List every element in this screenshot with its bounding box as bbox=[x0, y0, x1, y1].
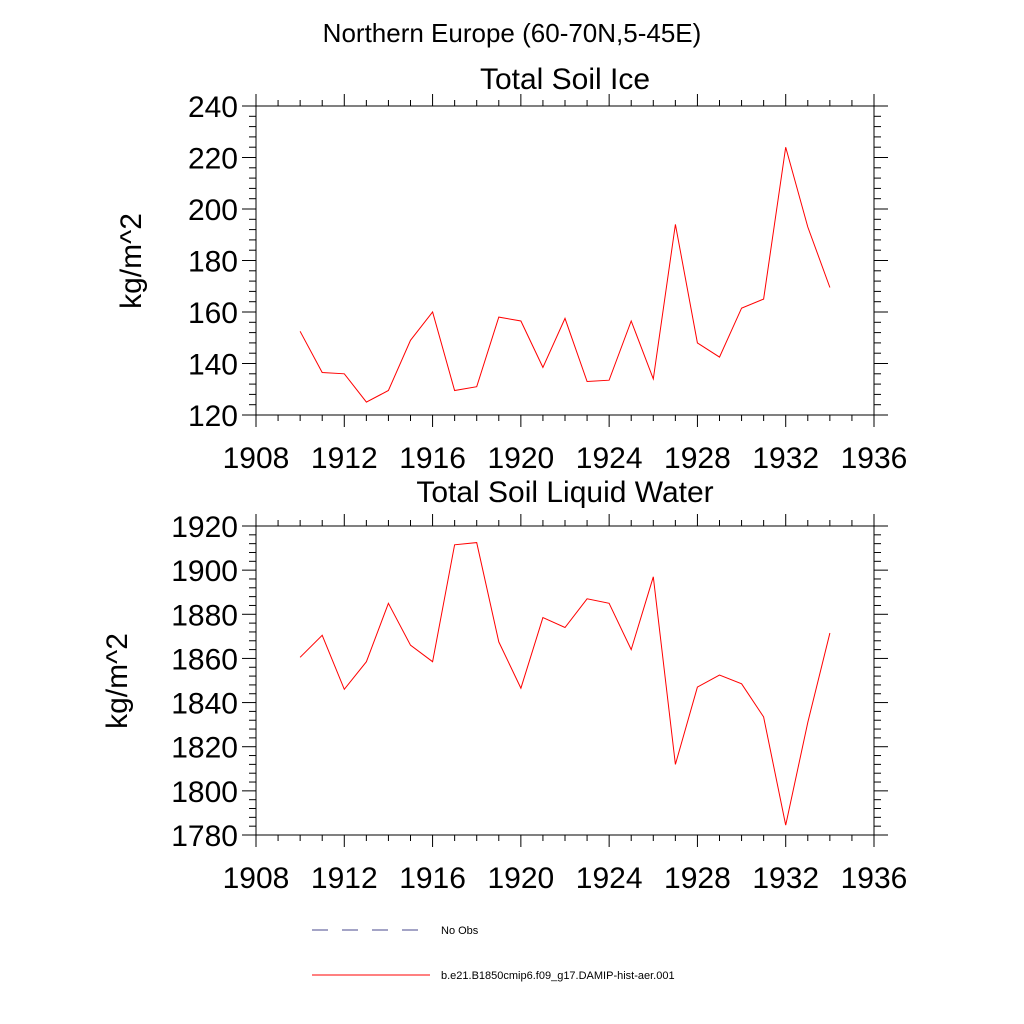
x-tick-label: 1924 bbox=[576, 442, 643, 475]
y-tick-label: 1920 bbox=[171, 511, 238, 544]
legend-label-model: b.e21.B1850cmip6.f09_g17.DAMIP-hist-aer.… bbox=[441, 970, 675, 982]
figure-title: Northern Europe (60-70N,5-45E) bbox=[323, 18, 702, 48]
x-tick-label: 1928 bbox=[664, 862, 731, 895]
y-tick-label: 1820 bbox=[171, 732, 238, 765]
y-tick-label: 1780 bbox=[171, 820, 238, 853]
x-tick-label: 1936 bbox=[841, 862, 908, 895]
x-tick-label: 1920 bbox=[487, 862, 554, 895]
y-tick-label: 1800 bbox=[171, 776, 238, 809]
x-tick-label: 1908 bbox=[223, 442, 290, 475]
y-tick-label: 160 bbox=[188, 297, 238, 330]
x-tick-label: 1936 bbox=[841, 442, 908, 475]
x-tick-label: 1932 bbox=[752, 442, 819, 475]
plot-area: 1908 1912 1916 1920 1924 1928 1932 1936 120 140 16… bbox=[188, 91, 907, 475]
x-tick-label: 1920 bbox=[487, 442, 554, 475]
x-tick-label: 1928 bbox=[664, 442, 731, 475]
y-tick-label: 1860 bbox=[171, 643, 238, 676]
x-tick-label: 1912 bbox=[311, 442, 378, 475]
legend-label-no-obs: No Obs bbox=[441, 925, 479, 937]
plot-frame bbox=[255, 105, 875, 416]
y-tick-label: 240 bbox=[188, 91, 238, 124]
x-tick-label: 1916 bbox=[399, 862, 466, 895]
series-line bbox=[299, 147, 831, 403]
series-line bbox=[299, 542, 831, 826]
legend: No Obs b.e21.B1850cmip6.f09_g17.DAMIP-hi… bbox=[312, 925, 675, 982]
y-tick-label: 1880 bbox=[171, 599, 238, 632]
chart-panel-soil-ice: Total Soil Ice kg/m^2 1908 1912 1916 1920 19… bbox=[115, 63, 907, 475]
y-tick-label: 220 bbox=[188, 143, 238, 176]
y-axis-label: kg/m^2 bbox=[101, 633, 134, 729]
x-tick-label: 1916 bbox=[399, 442, 466, 475]
y-axis-label: kg/m^2 bbox=[115, 213, 148, 309]
y-tick-label: 140 bbox=[188, 349, 238, 382]
chart-panel-soil-liquid-water: Total Soil Liquid Water kg/m^2 1908 1912 1… bbox=[101, 476, 907, 895]
plot-frame bbox=[255, 525, 875, 836]
x-tick-label: 1912 bbox=[311, 862, 378, 895]
chart-title: Total Soil Liquid Water bbox=[416, 476, 713, 509]
x-tick-label: 1932 bbox=[752, 862, 819, 895]
y-tick-label: 200 bbox=[188, 194, 238, 227]
y-tick-label: 180 bbox=[188, 246, 238, 279]
y-tick-label: 1840 bbox=[171, 688, 238, 721]
y-tick-label: 120 bbox=[188, 400, 238, 433]
x-tick-label: 1924 bbox=[576, 862, 643, 895]
plot-area: 1908 1912 1916 1920 1924 1928 1932 1936 1780 1800… bbox=[171, 511, 907, 895]
y-tick-label: 1900 bbox=[171, 555, 238, 588]
x-tick-label: 1908 bbox=[223, 862, 290, 895]
chart-title: Total Soil Ice bbox=[480, 63, 650, 96]
